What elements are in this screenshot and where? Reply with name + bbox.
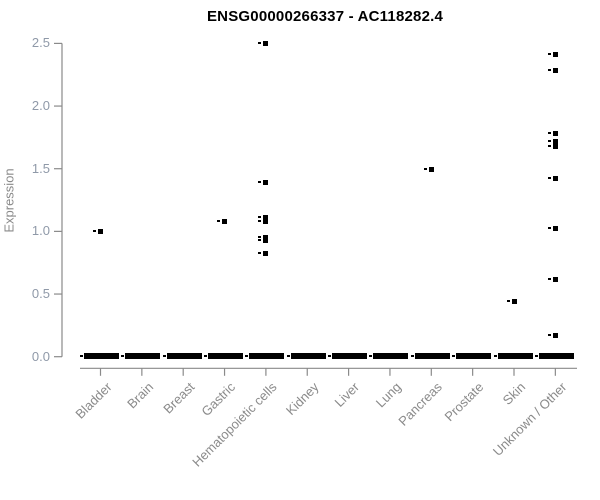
- data-point: [547, 276, 558, 282]
- zero-cluster-bar: [286, 352, 326, 359]
- data-point: [258, 237, 269, 243]
- zero-cluster-bar: [328, 352, 368, 359]
- data-point: [547, 131, 558, 137]
- zero-cluster-bar: [80, 352, 119, 359]
- y-tick-label: 1.0: [31, 223, 50, 239]
- zero-cluster-bar: [410, 352, 450, 359]
- data-point: [258, 218, 269, 224]
- data-point: [93, 228, 103, 234]
- zero-cluster-bar: [245, 352, 285, 359]
- data-point: [547, 332, 558, 338]
- zero-cluster-bar: [162, 352, 202, 359]
- y-tick-label: 0.5: [31, 286, 50, 302]
- zero-cluster-bar: [369, 352, 409, 359]
- data-point: [258, 180, 269, 185]
- zero-cluster-bar: [204, 352, 244, 359]
- data-point: [258, 215, 269, 221]
- y-tick-label: 2.0: [31, 98, 50, 114]
- y-tick-label: 0.0: [31, 348, 50, 364]
- y-tick-label: 1.5: [31, 160, 50, 176]
- y-tick-label: 2.5: [31, 35, 50, 51]
- data-point: [547, 226, 558, 232]
- zero-cluster-bar: [493, 352, 533, 359]
- zero-cluster-bar: [452, 352, 492, 359]
- data-point: [258, 251, 269, 257]
- zero-cluster-bar: [121, 352, 161, 359]
- zero-cluster-bar: [534, 352, 574, 359]
- data-point: [547, 138, 558, 144]
- data-point: [217, 218, 228, 224]
- chart-title: ENSG00000266337 - AC118282.4: [206, 8, 444, 25]
- data-point: [423, 167, 434, 173]
- data-point: [547, 52, 558, 58]
- data-point: [258, 40, 269, 46]
- data-point: [506, 299, 517, 305]
- data-point: [547, 143, 558, 149]
- data-point: [547, 176, 558, 182]
- data-point: [547, 68, 558, 74]
